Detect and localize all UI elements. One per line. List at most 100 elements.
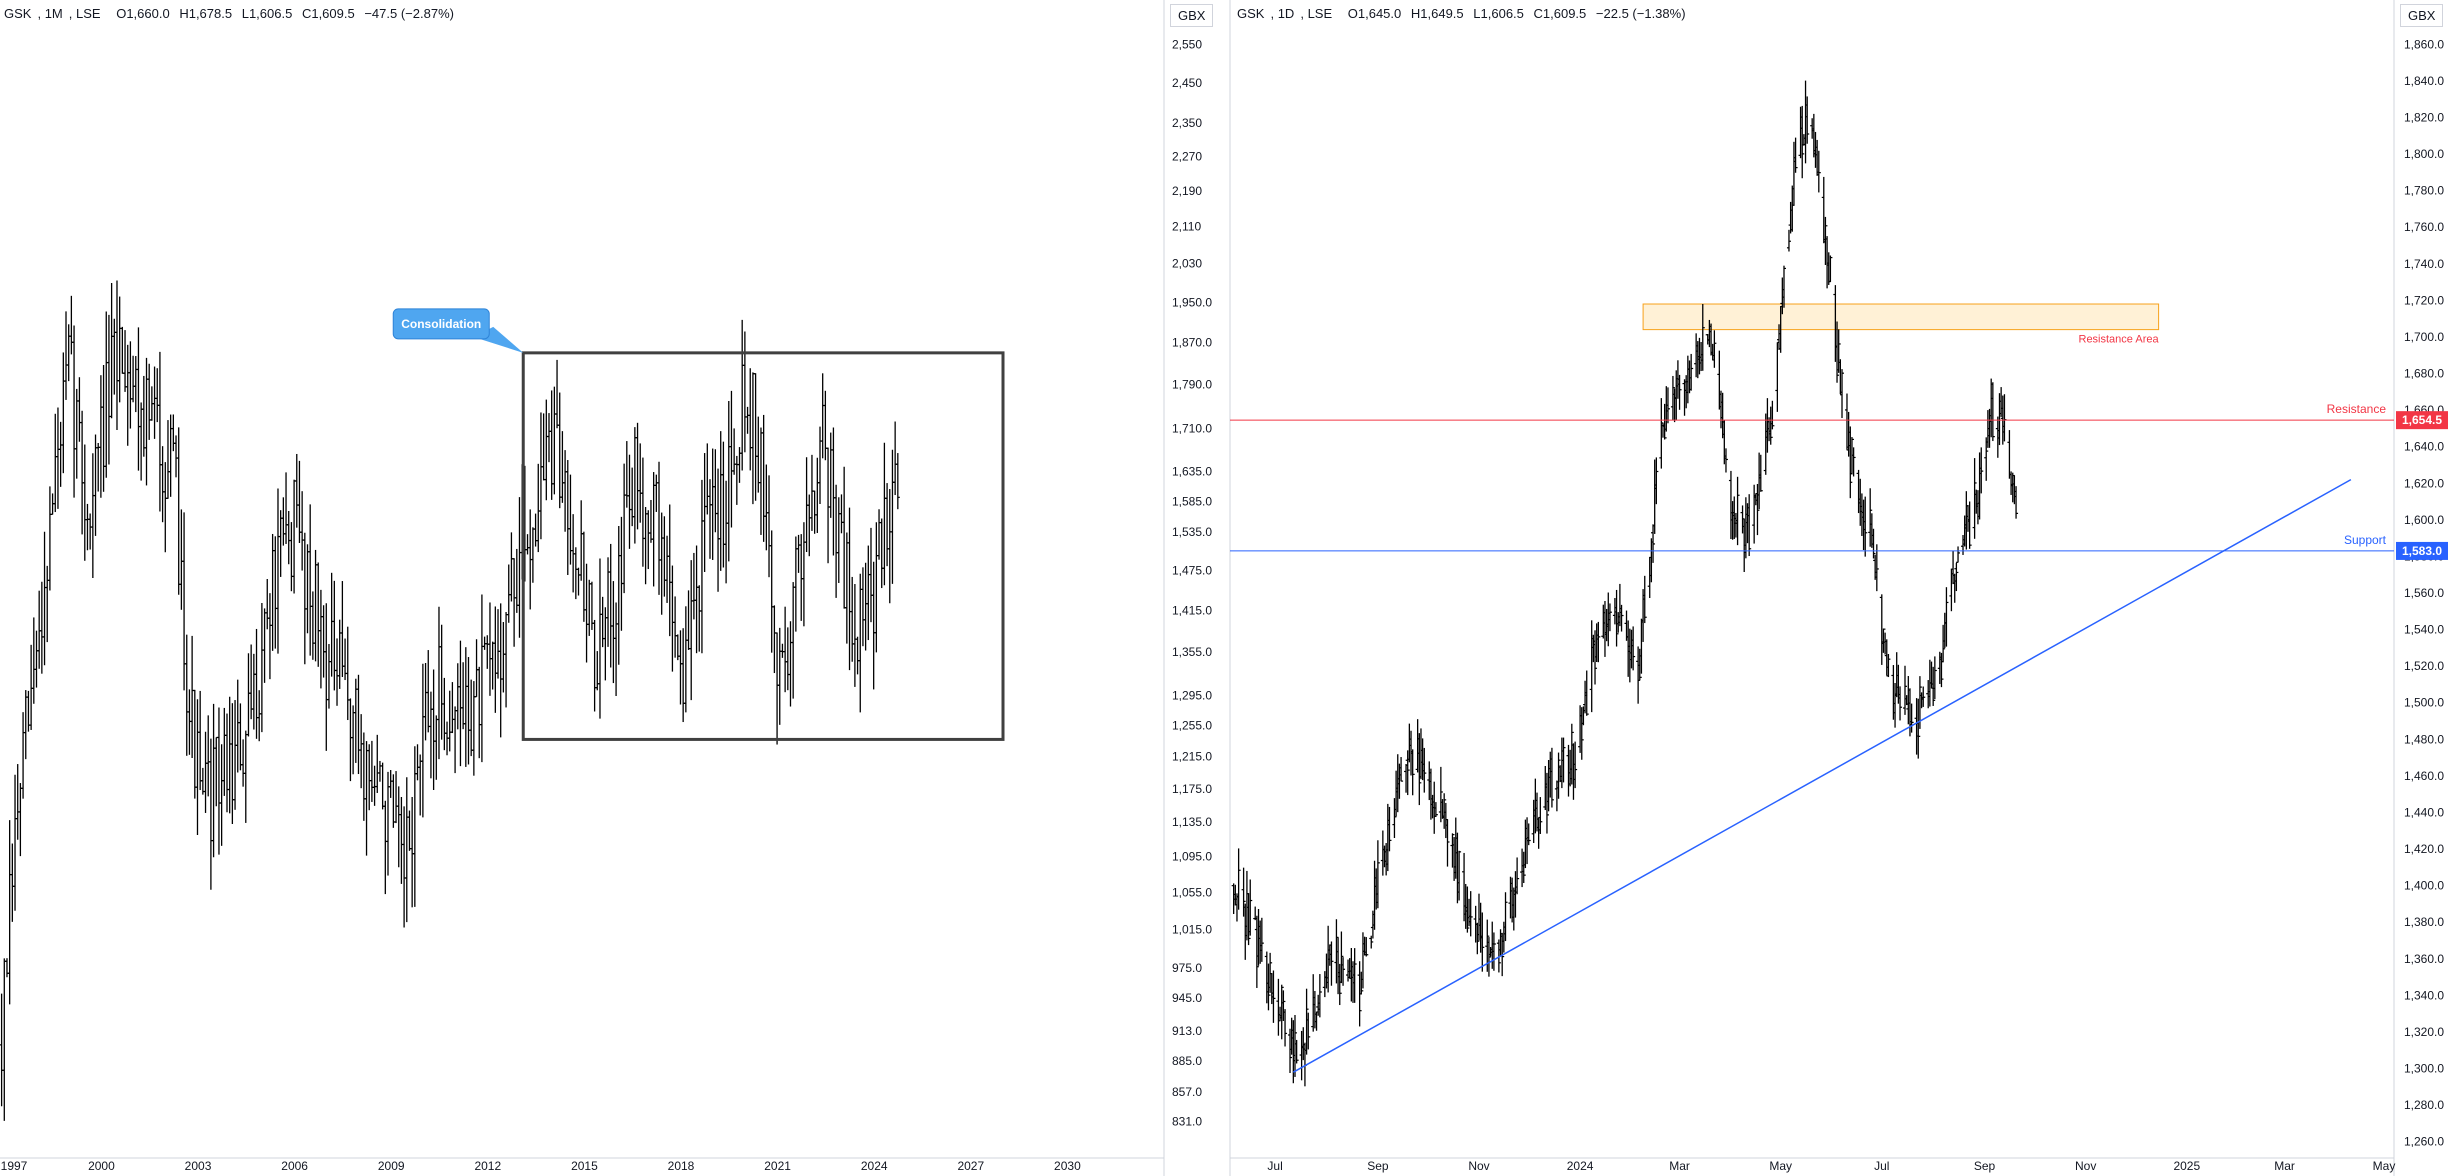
- monthly-price-bar: [386, 771, 390, 876]
- right-y-tick-label: 1,680.0: [2404, 367, 2444, 381]
- left-y-tick-label: 945.0: [1172, 991, 1202, 1005]
- left-unit-label[interactable]: GBX: [1170, 4, 1214, 27]
- daily-price-bar: [1339, 931, 1344, 984]
- monthly-price-bar: [453, 706, 458, 774]
- left-y-tick-label: 857.0: [1172, 1085, 1202, 1099]
- monthly-price-bar: [72, 325, 77, 498]
- right-y-tick-label: 1,320.0: [2404, 1025, 2444, 1039]
- monthly-price-bar: [707, 479, 712, 559]
- left-y-tick-label: 1,585.0: [1172, 494, 1212, 508]
- right-unit-label[interactable]: GBX: [2400, 4, 2444, 27]
- daily-price-bar: [1503, 892, 1508, 942]
- monthly-price-bar: [485, 635, 490, 669]
- daily-price-bar: [1259, 917, 1264, 962]
- left-close-value: C1,609.5: [301, 6, 355, 21]
- daily-price-bar: [1457, 850, 1462, 901]
- monthly-price-bar: [828, 432, 833, 518]
- daily-price-bar: [1288, 1028, 1293, 1074]
- monthly-price-bar: [726, 400, 731, 562]
- left-y-tick-label: 1,790.0: [1172, 378, 1212, 392]
- monthly-price-bar: [88, 513, 93, 550]
- left-x-tick-label: 2027: [957, 1159, 984, 1173]
- left-open-value: O1,660.0: [116, 6, 170, 21]
- monthly-price-bar: [718, 431, 723, 571]
- left-x-tick-label: 2012: [474, 1159, 501, 1173]
- daily-price-bar: [1723, 448, 1728, 473]
- right-y-tick-label: 1,720.0: [2404, 293, 2444, 307]
- daily-price-bar: [1480, 912, 1485, 972]
- daily-price-bar: [1491, 932, 1496, 971]
- monthly-price-bar: [200, 767, 205, 795]
- daily-price-bar: [1246, 893, 1251, 946]
- daily-price-bar: [1932, 656, 1937, 700]
- daily-price-bar: [1775, 341, 1780, 412]
- monthly-price-bar: [214, 736, 219, 807]
- monthly-chart-panel[interactable]: 2,550 2,450 2,350 2,270 2,190 2,110 2,030 1,950…: [0, 0, 1212, 1176]
- monthly-price-bar: [809, 454, 814, 531]
- monthly-price-bar: [665, 535, 670, 603]
- support-price-tag: [2396, 541, 2448, 560]
- monthly-price-bar: [793, 536, 798, 632]
- monthly-price-bar: [141, 375, 146, 457]
- daily-price-bar: [1972, 458, 1977, 539]
- monthly-price-bar: [895, 453, 900, 510]
- monthly-price-bar: [530, 527, 535, 583]
- daily-price-bar: [1317, 974, 1322, 1018]
- daily-price-bar: [1294, 1039, 1299, 1064]
- monthly-price-bar: [600, 596, 605, 648]
- daily-price-bar: [1651, 524, 1656, 563]
- monthly-price-bar: [337, 619, 342, 689]
- monthly-price-bar: [257, 690, 262, 742]
- monthly-price-bar: [157, 351, 162, 512]
- right-y-tick-label: 1,640.0: [2404, 440, 2444, 454]
- monthly-price-bar: [345, 626, 350, 721]
- monthly-price-bar: [152, 366, 157, 439]
- monthly-price-bar: [874, 522, 879, 653]
- monthly-price-bar: [367, 744, 372, 811]
- monthly-price-bar: [388, 770, 393, 798]
- right-x-tick-label: Sep: [1974, 1159, 1996, 1173]
- left-y-tick-label: 1,175.0: [1172, 782, 1212, 796]
- left-y-tick-label: 1,635.0: [1172, 465, 1212, 479]
- right-y-tick-label: 1,620.0: [2404, 476, 2444, 490]
- support-trendline: [1292, 478, 2352, 1073]
- monthly-price-bar: [877, 509, 882, 560]
- monthly-price-bar: [415, 744, 420, 781]
- monthly-price-bar: [329, 572, 334, 677]
- monthly-price-bar: [13, 774, 18, 911]
- monthly-price-bar: [364, 741, 369, 856]
- left-symbol-header[interactable]: GSK, 1M, LSE: [4, 6, 101, 21]
- daily-price-bar: [1399, 757, 1404, 782]
- monthly-price-bar: [732, 428, 737, 475]
- monthly-price-bar: [85, 503, 90, 551]
- right-y-tick-label: 1,340.0: [2404, 988, 2444, 1002]
- right-y-tick-label: 1,420.0: [2404, 842, 2444, 856]
- support-label: Support: [2344, 533, 2387, 547]
- left-x-tick-label: 2024: [861, 1159, 888, 1173]
- monthly-price-bar: [294, 453, 299, 528]
- daily-price-bar: [1521, 851, 1526, 884]
- right-symbol-header[interactable]: GSK, 1D, LSE: [1237, 6, 1333, 21]
- daily-price-bar: [1392, 798, 1397, 838]
- monthly-price-bar: [265, 579, 270, 630]
- right-close-value: C1,609.5: [1533, 6, 1587, 21]
- daily-chart-panel[interactable]: 1,860.0 1,840.0 1,820.0 1,800.0 1,780.0 1,760…: [1229, 0, 2448, 1176]
- monthly-price-bar: [463, 647, 468, 767]
- monthly-price-bar: [439, 624, 444, 740]
- monthly-price-bar: [455, 663, 460, 730]
- monthly-price-bar: [662, 516, 667, 597]
- monthly-price-bar: [125, 344, 130, 446]
- monthly-price-bar: [246, 653, 251, 737]
- monthly-price-bar: [479, 594, 484, 763]
- monthly-price-bar: [801, 522, 806, 627]
- monthly-price-bar: [160, 446, 165, 523]
- monthly-price-bar: [863, 562, 868, 651]
- monthly-price-bar: [195, 699, 200, 835]
- left-x-tick-label: 2015: [571, 1159, 598, 1173]
- monthly-price-bar: [716, 468, 721, 592]
- left-y-tick-label: 1,015.0: [1172, 922, 1212, 936]
- daily-price-bar: [2014, 486, 2019, 519]
- right-x-tick-label: 2024: [1567, 1159, 1594, 1173]
- daily-price-bar: [1871, 528, 1876, 559]
